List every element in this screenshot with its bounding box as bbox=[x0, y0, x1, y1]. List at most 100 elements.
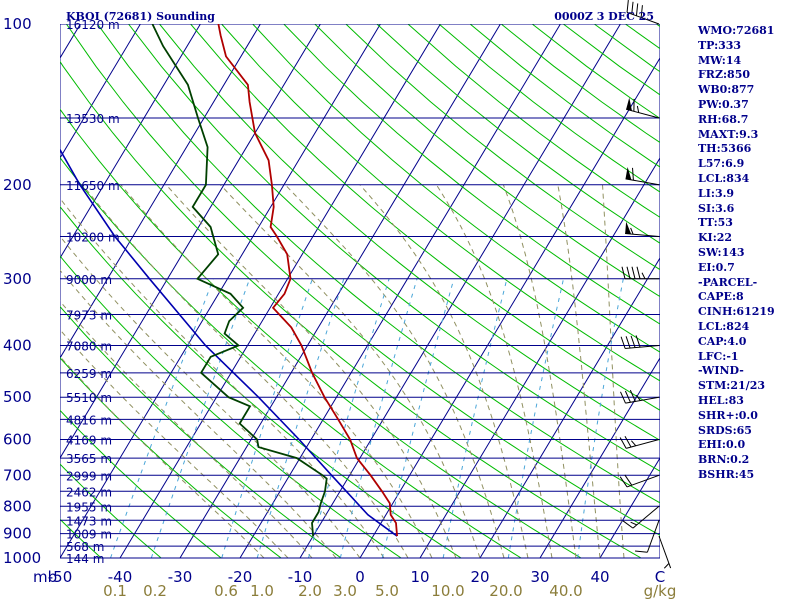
sounding-index-item: LCL:824 bbox=[698, 319, 750, 333]
mixing-ratio-tick-label: 20.0 bbox=[489, 582, 522, 600]
isotherm-line bbox=[479, 257, 660, 559]
temperature-tick-label: -40 bbox=[108, 568, 133, 586]
sounding-datetime: 0000Z 3 DEC 25 bbox=[554, 10, 654, 23]
moist-adiabat-line bbox=[60, 355, 265, 559]
wind-barb bbox=[635, 520, 660, 553]
moist-adiabat-line bbox=[60, 300, 313, 559]
moist-adiabat-line bbox=[60, 235, 361, 559]
wind-barb bbox=[620, 335, 660, 349]
temperature-tick-label: -30 bbox=[168, 568, 193, 586]
dewpoint-line bbox=[151, 24, 328, 537]
isotherm-line bbox=[60, 24, 261, 359]
sounding-index-item: LI:3.9 bbox=[698, 186, 735, 200]
pressure-tick-label: 400 bbox=[3, 337, 32, 355]
mixing-ratio-tick-label: 0.2 bbox=[143, 582, 167, 600]
sounding-index-item: TT:53 bbox=[698, 216, 733, 230]
sounding-index-item: MW:14 bbox=[698, 53, 742, 67]
temperature-tick-label: 20 bbox=[470, 568, 489, 586]
dry-adiabat-line bbox=[65, 24, 660, 536]
isotherm-line bbox=[359, 57, 660, 559]
sounding-index-item: CINH:61219 bbox=[698, 305, 775, 319]
mixing-ratio-tick-label: 2.0 bbox=[298, 582, 322, 600]
sounding-index-item: SW:143 bbox=[698, 245, 745, 259]
wind-barb bbox=[658, 535, 672, 569]
height-tick-label: 5510 m bbox=[66, 391, 112, 405]
pressure-tick-label: 100 bbox=[3, 15, 32, 33]
temperature-tick-label: -10 bbox=[288, 568, 313, 586]
sounding-index-item: FRZ:850 bbox=[698, 68, 751, 82]
sounding-index-item: L57:6.9 bbox=[698, 157, 745, 171]
dry-adiabat-line bbox=[60, 357, 282, 559]
mixing-ratio-line bbox=[256, 278, 345, 559]
sounding-index-item: CAPE:8 bbox=[698, 290, 744, 304]
pressure-tick-label: 600 bbox=[3, 431, 32, 449]
height-tick-label: 13530 m bbox=[66, 112, 120, 126]
wind-barb bbox=[625, 221, 660, 237]
isotherm-line bbox=[239, 24, 561, 559]
pressure-tick-label: 200 bbox=[3, 176, 32, 194]
sounding-index-item: RH:68.7 bbox=[698, 112, 749, 126]
wind-barb bbox=[620, 389, 660, 404]
sounding-index-item: EI:0.7 bbox=[698, 260, 735, 274]
sounding-index-item: -WIND- bbox=[698, 364, 744, 378]
moist-adiabat-line bbox=[220, 184, 481, 559]
mixing-ratio-line bbox=[577, 278, 624, 559]
height-tick-label: 4816 m bbox=[66, 413, 112, 427]
mixing-ratio-tick-label: g/kg bbox=[644, 582, 677, 600]
pressure-tick-label: 800 bbox=[3, 497, 32, 515]
mixing-ratio-line bbox=[221, 278, 313, 559]
isotherm-line bbox=[119, 24, 441, 559]
moist-adiabat-line bbox=[60, 328, 289, 559]
pressure-tick-label: 300 bbox=[3, 270, 32, 288]
height-tick-label: 1473 m bbox=[66, 514, 112, 528]
temperature-tick-label: -50 bbox=[48, 568, 73, 586]
wind-barb bbox=[621, 266, 659, 280]
profile-layer bbox=[60, 24, 398, 537]
pressure-tick-label: 900 bbox=[3, 525, 32, 543]
sounding-index-item: HEL:83 bbox=[698, 393, 744, 407]
height-tick-label: 1009 m bbox=[66, 528, 112, 542]
sounding-index-item: SHR+:0.0 bbox=[698, 408, 758, 422]
sounding-index-item: LFC:-1 bbox=[698, 349, 739, 363]
sounding-index-item: -PARCEL- bbox=[698, 275, 758, 289]
height-tick-label: 4169 m bbox=[66, 434, 112, 448]
temperature-line bbox=[217, 24, 398, 537]
height-tick-label: 1955 m bbox=[66, 500, 112, 514]
mixing-ratio-tick-label: 10.0 bbox=[431, 582, 464, 600]
height-tick-label: 9000 m bbox=[66, 273, 112, 287]
mixing-ratio-tick-label: 3.0 bbox=[333, 582, 357, 600]
temperature-tick-label: 10 bbox=[410, 568, 429, 586]
height-tick-label: 16120 m bbox=[66, 18, 120, 32]
grid-layer bbox=[60, 24, 660, 559]
dry-adiabat-line bbox=[96, 24, 660, 504]
moist-adiabat-line bbox=[359, 184, 529, 559]
mixing-ratio-line bbox=[308, 278, 390, 559]
height-tick-label: 7973 m bbox=[66, 309, 112, 323]
mixing-ratio-tick-label: 0.6 bbox=[214, 582, 238, 600]
sounding-index-item: LCL:834 bbox=[698, 171, 750, 185]
sounding-index-item: CAP:4.0 bbox=[698, 334, 747, 348]
wind-barb bbox=[625, 167, 660, 186]
height-tick-label: 6259 m bbox=[66, 367, 112, 381]
moist-adiabat-line bbox=[602, 184, 625, 559]
temperature-tick-label: 40 bbox=[590, 568, 609, 586]
height-tick-label: 2999 m bbox=[66, 469, 112, 483]
moist-adiabat-line bbox=[557, 184, 601, 559]
parcel-path-line bbox=[60, 148, 398, 537]
sounding-index-item: PW:0.37 bbox=[698, 97, 749, 111]
wind-barb bbox=[619, 435, 660, 449]
sounding-index-item: SRDS:65 bbox=[698, 423, 752, 437]
moist-adiabat-line bbox=[165, 184, 457, 559]
height-tick-label: 7080 m bbox=[66, 340, 112, 354]
sounding-index-item: TP:333 bbox=[698, 38, 742, 52]
pressure-tick-label: 700 bbox=[3, 466, 32, 484]
sounding-index-item: EHI:0.0 bbox=[698, 438, 746, 452]
wind-barb bbox=[626, 0, 660, 25]
mixing-ratio-line bbox=[507, 278, 564, 559]
dry-adiabat-line bbox=[60, 305, 342, 559]
temperature-tick-label: 0 bbox=[355, 568, 365, 586]
temperature-tick-label: -20 bbox=[228, 568, 253, 586]
height-tick-label: 144 m bbox=[66, 552, 104, 566]
